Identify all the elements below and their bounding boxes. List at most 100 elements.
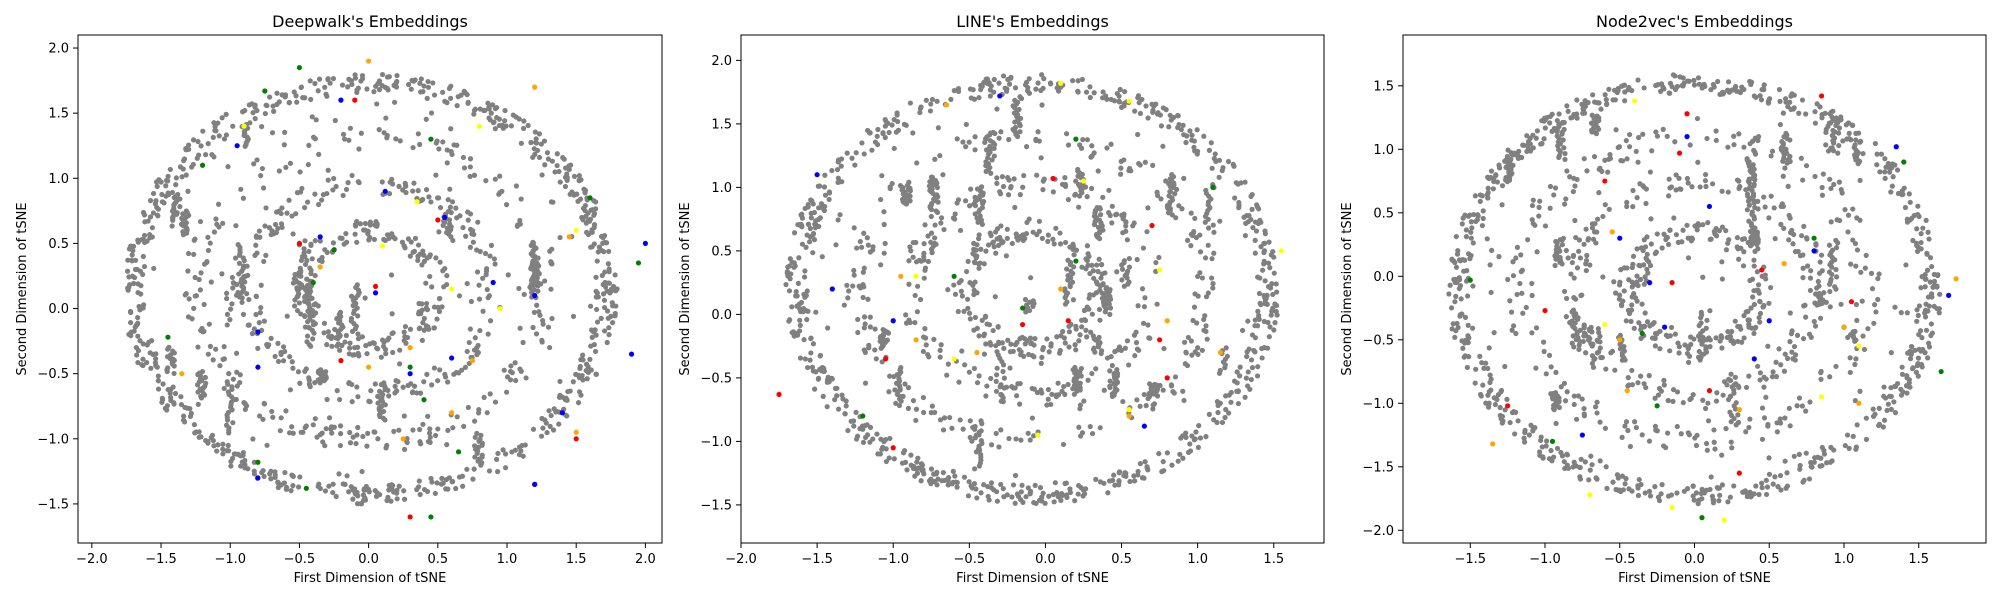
data-point (881, 250, 887, 256)
data-point (274, 90, 280, 96)
x-tick-label: −2.0 (76, 552, 108, 567)
data-point (1853, 130, 1859, 136)
data-point (1029, 385, 1035, 392)
data-point (1634, 273, 1640, 279)
data-point (968, 186, 974, 192)
data-point (1922, 284, 1928, 290)
data-point (340, 192, 346, 199)
data-point (1112, 482, 1118, 488)
data-point (1499, 183, 1506, 189)
data-point (1758, 97, 1765, 103)
data-point (1589, 221, 1595, 227)
data-point (362, 220, 369, 227)
data-point (482, 250, 489, 257)
data-point (1657, 328, 1663, 334)
data-point (1510, 323, 1517, 329)
data-point (276, 168, 282, 174)
data-point (295, 484, 302, 490)
data-point (1010, 482, 1017, 488)
data-point (1631, 291, 1637, 297)
data-point (545, 324, 552, 330)
data-point (591, 241, 597, 247)
data-point (1777, 416, 1783, 422)
data-point (1543, 371, 1549, 377)
data-point (331, 175, 337, 182)
data-point (1543, 443, 1549, 449)
data-point (266, 342, 272, 348)
data-point (1135, 93, 1142, 99)
data-point (1153, 268, 1159, 274)
data-point (1472, 193, 1478, 199)
data-point (321, 320, 328, 326)
data-point (819, 254, 825, 260)
data-point (927, 108, 934, 114)
data-point (1907, 356, 1914, 362)
data-point (1562, 150, 1568, 157)
data-point (1709, 181, 1716, 187)
data-point (1801, 223, 1807, 229)
data-point (1904, 390, 1910, 396)
data-point (1713, 225, 1719, 232)
data-point (996, 135, 1002, 141)
data-point (1073, 347, 1079, 353)
data-point (1568, 115, 1574, 121)
data-point (304, 339, 310, 345)
series-2-point (951, 273, 957, 279)
data-point (336, 333, 343, 340)
data-point (1707, 344, 1713, 350)
data-point (915, 283, 921, 289)
data-point (1625, 427, 1631, 434)
data-point (1556, 147, 1562, 153)
data-point (280, 358, 287, 364)
data-point (935, 476, 941, 482)
data-point (989, 157, 995, 163)
data-point (808, 197, 814, 203)
data-point (1636, 476, 1642, 483)
data-point (839, 179, 845, 185)
data-point (462, 364, 469, 370)
data-point (349, 172, 355, 179)
data-point (835, 217, 841, 223)
data-point (998, 223, 1004, 229)
data-point (1530, 220, 1536, 227)
data-point (1272, 320, 1278, 326)
data-point (1805, 263, 1811, 269)
data-point (580, 377, 586, 383)
data-point (1012, 97, 1018, 103)
data-point (1191, 138, 1197, 144)
data-point (272, 221, 279, 228)
data-point (1254, 373, 1261, 379)
data-point (312, 380, 318, 386)
data-point (226, 371, 232, 377)
data-point (302, 424, 308, 431)
data-point (1117, 171, 1124, 177)
data-point (286, 100, 292, 106)
series-3-point (366, 58, 372, 64)
data-point (917, 105, 923, 112)
data-point (363, 343, 369, 349)
data-point (988, 375, 994, 382)
data-point (360, 433, 366, 440)
y-tick-label: 1.5 (711, 117, 732, 132)
data-point (1194, 127, 1200, 133)
data-point (1246, 346, 1252, 352)
data-point (1079, 324, 1085, 330)
data-point (1808, 268, 1814, 274)
data-point (436, 146, 442, 152)
data-point (1255, 364, 1261, 370)
data-point (250, 436, 256, 442)
series-1-point (407, 371, 413, 377)
data-point (1073, 247, 1080, 253)
data-point (1834, 217, 1840, 223)
data-point (1075, 491, 1081, 497)
data-point (1705, 400, 1711, 406)
data-point (240, 195, 247, 201)
data-point (1803, 314, 1809, 320)
data-point (1854, 247, 1861, 253)
data-point (1755, 363, 1761, 369)
data-point (1842, 442, 1848, 449)
data-point (1739, 236, 1746, 242)
data-point (1038, 360, 1044, 366)
data-point (1691, 497, 1697, 503)
data-point (1142, 295, 1148, 301)
